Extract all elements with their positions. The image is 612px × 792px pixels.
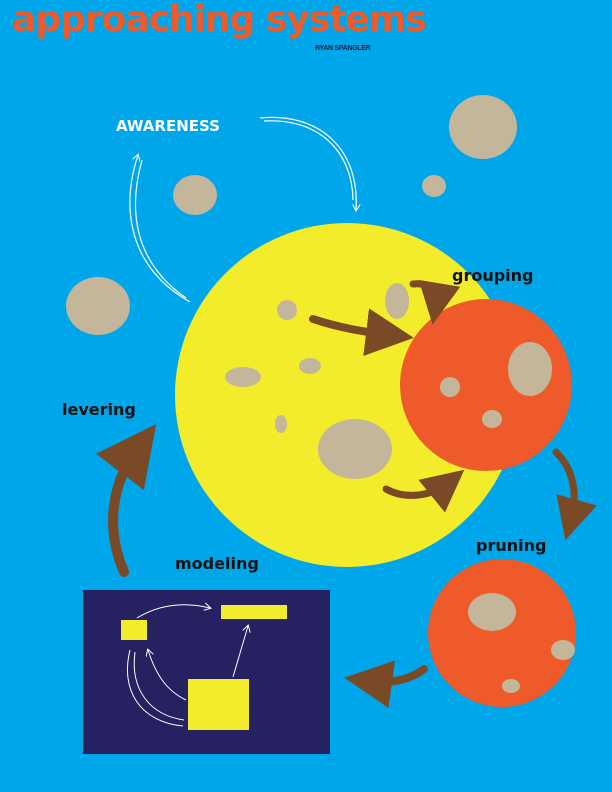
crater <box>508 342 552 396</box>
grouping-label: grouping <box>452 266 534 285</box>
model-node <box>221 605 287 619</box>
model-arrows <box>126 605 248 727</box>
model-node <box>121 620 147 640</box>
crater <box>318 419 392 479</box>
curved-arrow-icon <box>95 279 597 709</box>
page-title: approaching systems <box>12 0 427 40</box>
awareness-arrow-icon <box>129 116 356 303</box>
author-name: RYAN SPANGLER <box>315 45 371 52</box>
levering-label: levering <box>62 400 136 419</box>
model-node <box>188 679 249 730</box>
crater <box>225 367 261 387</box>
crater <box>275 415 287 433</box>
background-blob <box>449 95 517 159</box>
crater <box>385 283 409 319</box>
background-blob <box>66 277 130 335</box>
crater <box>299 358 321 374</box>
crater <box>502 679 520 693</box>
crater <box>440 377 460 397</box>
crater <box>468 593 516 631</box>
modeling-label: modeling <box>175 554 259 573</box>
pruned-sphere-icon <box>428 559 576 707</box>
crater <box>277 300 297 320</box>
pruning-label: pruning <box>476 536 547 555</box>
crater <box>551 640 575 660</box>
awareness-label: AWARENESS <box>116 117 220 135</box>
background-blob <box>422 175 446 197</box>
orange-sphere-icon <box>400 299 572 471</box>
background-blob <box>173 175 217 215</box>
crater <box>482 410 502 428</box>
